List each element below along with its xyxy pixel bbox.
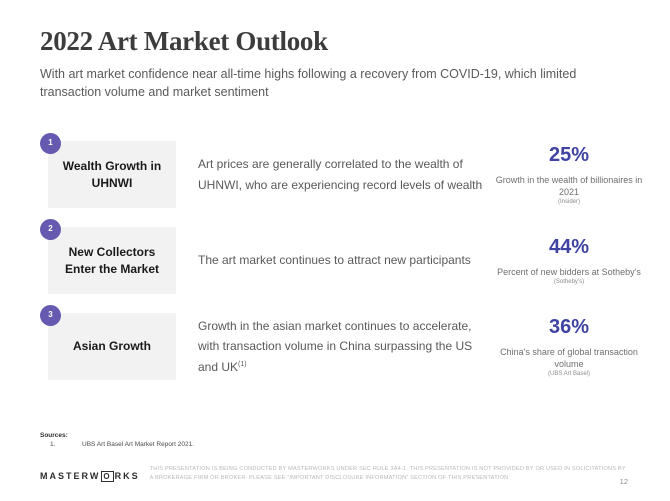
page-number: 12 [619, 477, 628, 486]
stat-value: 44% [548, 235, 590, 258]
row-description: Growth in the asian market continues to … [198, 316, 494, 378]
logo-o-icon: O [101, 471, 114, 482]
number-badge-2: 2 [40, 219, 61, 240]
row-description: Art prices are generally correlated to t… [198, 154, 494, 195]
label-text: New Collectors Enter the Market [64, 245, 160, 276]
sources-label: Sources: [40, 432, 68, 439]
page-title: 2022 Art Market Outlook [40, 26, 328, 56]
disclaimer-text: THIS PRESENTATION IS BEING CONDUCTED BY … [149, 466, 626, 481]
number-badge-1: 1 [40, 133, 61, 154]
row-asian-growth: 3 Asian Growth Growth in the asian marke… [40, 305, 640, 380]
description-footnote: (1) [238, 360, 247, 368]
description-text: Growth in the asian market continues to … [198, 318, 473, 374]
logo-text-suffix: RKS [114, 471, 140, 481]
label-box-wealth-growth: 1 Wealth Growth in UHNWI [40, 133, 176, 208]
label-box-new-collectors: 2 New Collectors Enter the Market [40, 219, 176, 294]
sources-section: Sources: 1. UBS Art Basel Art Market Repo… [40, 432, 194, 448]
description-text: Art prices are generally correlated to t… [198, 156, 483, 192]
stat-block: 44% Percent of new bidders at Sotheby's … [494, 236, 644, 285]
description-text: The art market continues to attract new … [198, 253, 471, 268]
source-item: 1. UBS Art Basel Art Market Report 2021. [40, 441, 194, 448]
row-description: The art market continues to attract new … [198, 250, 494, 271]
page-subtitle: With art market confidence near all-time… [40, 67, 577, 100]
row-wealth-growth: 1 Wealth Growth in UHNWI Art prices are … [40, 133, 642, 208]
masterworks-logo: MASTERW O RKS [40, 471, 140, 482]
stat-block: 25% Growth in the wealth of billionaires… [494, 144, 644, 205]
footer-bar: MASTERW O RKS THIS PRESENTATION IS BEING C… [40, 465, 642, 486]
stat-block: 36% China's share of global transaction … [494, 316, 644, 377]
label-text: Asian Growth [72, 339, 151, 354]
stat-value: 36% [548, 315, 590, 338]
logo-text-prefix: MASTERW [40, 471, 101, 481]
stat-value: 25% [548, 143, 590, 166]
source-index: 1. [50, 441, 56, 448]
content-rows: 1 Wealth Growth in UHNWI Art prices are … [40, 133, 642, 399]
slide-header: 2022 Art Market Outlook With art market … [40, 26, 620, 101]
stat-source: (UBS Art Basel) [547, 371, 590, 378]
label-box-asian-growth: 3 Asian Growth [40, 305, 176, 380]
row-new-collectors: 2 New Collectors Enter the Market The ar… [40, 219, 641, 294]
stat-source: (Insider) [557, 199, 580, 206]
number-badge-3: 3 [40, 305, 61, 326]
stat-caption: China's share of global transaction volu… [500, 346, 638, 369]
stat-caption: Growth in the wealth of billionaires in … [495, 174, 643, 197]
source-text: UBS Art Basel Art Market Report 2021. [82, 441, 194, 448]
stat-source: (Sotheby's) [553, 279, 585, 286]
stat-caption: Percent of new bidders at Sotheby's [497, 266, 641, 277]
label-text: Wealth Growth in UHNWI [62, 159, 162, 190]
